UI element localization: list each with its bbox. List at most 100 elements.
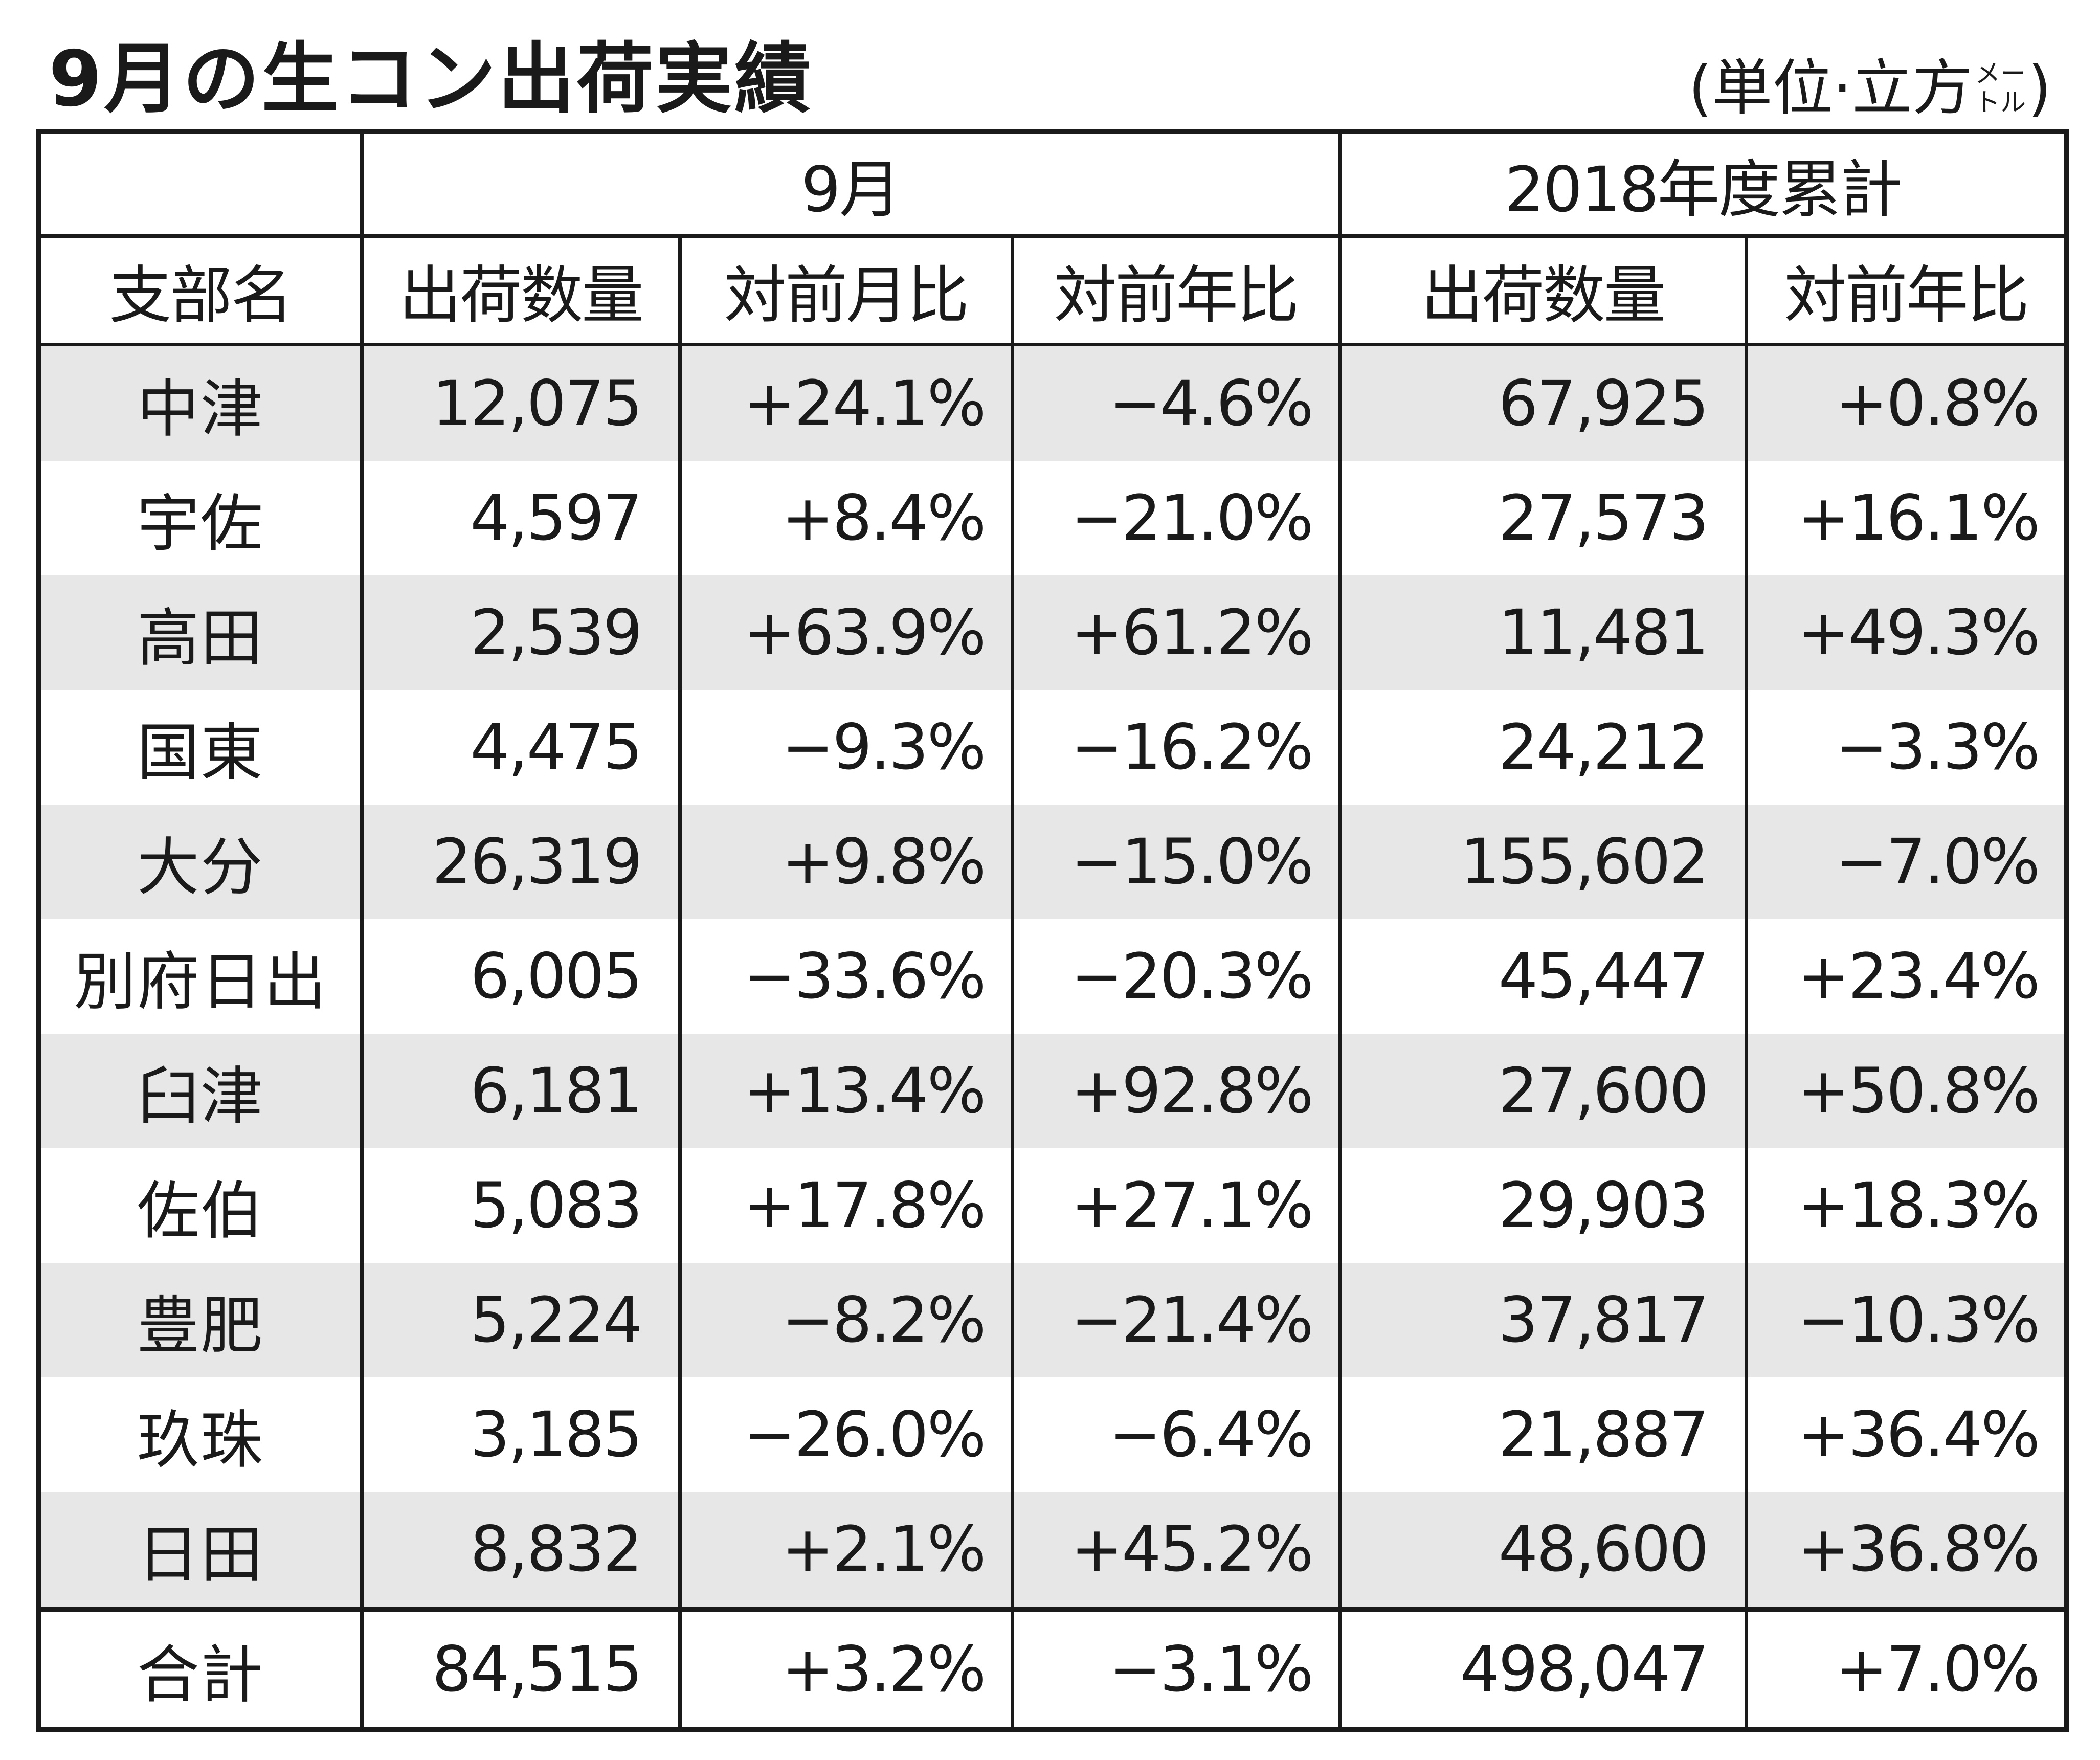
table-row: 日田 8,832 +2.1% +45.2% 48,600 +36.8% — [36, 1492, 2069, 1609]
unit-label-main: (単位·立方 — [1688, 52, 1973, 123]
total-cum-yoy: +7.0% — [1744, 1607, 2069, 1730]
cell-yoy: −21.4% — [1010, 1263, 1342, 1377]
table-row: 豊肥 5,224 −8.2% −21.4% 37,817 −10.3% — [36, 1263, 2069, 1377]
cell-mom: +2.1% — [678, 1492, 1014, 1609]
page-title: 9月の生コン出荷実績 — [49, 35, 813, 124]
cell-qty: 6,181 — [360, 1034, 682, 1148]
table-row: 高田 2,539 +63.9% +61.2% 11,481 +49.3% — [36, 575, 2069, 690]
cell-qty: 4,597 — [360, 461, 682, 575]
cell-branch: 大分 — [36, 805, 364, 919]
cell-branch: 豊肥 — [36, 1263, 364, 1377]
cell-cum-qty: 24,212 — [1337, 690, 1748, 805]
cell-qty: 12,075 — [360, 344, 682, 461]
cell-qty: 6,005 — [360, 919, 682, 1034]
unit-label-small-top: メー — [1974, 58, 2026, 88]
table-row: 中津 12,075 +24.1% −4.6% 67,925 +0.8% — [36, 344, 2069, 461]
cell-branch: 臼津 — [36, 1034, 364, 1148]
cell-mom: +63.9% — [678, 575, 1014, 690]
cell-cum-qty: 37,817 — [1337, 1263, 1748, 1377]
cell-branch: 中津 — [36, 344, 364, 461]
table-row: 佐伯 5,083 +17.8% +27.1% 29,903 +18.3% — [36, 1148, 2069, 1263]
cell-qty: 3,185 — [360, 1377, 682, 1492]
cell-mom: −26.0% — [678, 1377, 1014, 1492]
unit-label-small: メー トル — [1975, 59, 2026, 117]
total-mom: +3.2% — [678, 1607, 1014, 1730]
col-header-mom: 対前月比 — [678, 234, 1014, 346]
total-yoy: −3.1% — [1010, 1607, 1342, 1730]
cell-cum-yoy: +36.8% — [1744, 1492, 2069, 1609]
cell-branch: 高田 — [36, 575, 364, 690]
cell-mom: −33.6% — [678, 919, 1014, 1034]
corner-cell — [36, 129, 364, 238]
cell-cum-yoy: +18.3% — [1744, 1148, 2069, 1263]
unit-label-small-bottom: トル — [1974, 87, 2026, 117]
table-row: 臼津 6,181 +13.4% +92.8% 27,600 +50.8% — [36, 1034, 2069, 1148]
col-header-cum-yoy: 対前年比 — [1744, 234, 2069, 346]
cell-cum-yoy: −10.3% — [1744, 1263, 2069, 1377]
group-header-cumulative: 2018年度累計 — [1337, 129, 2069, 238]
table-row: 国東 4,475 −9.3% −16.2% 24,212 −3.3% — [36, 690, 2069, 805]
cell-yoy: +45.2% — [1010, 1492, 1342, 1609]
group-header-month: 9月 — [360, 129, 1342, 238]
table-row: 大分 26,319 +9.8% −15.0% 155,602 −7.0% — [36, 805, 2069, 919]
cell-cum-qty: 27,600 — [1337, 1034, 1748, 1148]
cell-qty: 8,832 — [360, 1492, 682, 1609]
cell-cum-qty: 67,925 — [1337, 344, 1748, 461]
table-body: 中津 12,075 +24.1% −4.6% 67,925 +0.8% 宇佐 4,597 +8.… — [36, 344, 2069, 1609]
cell-yoy: −15.0% — [1010, 805, 1342, 919]
cell-cum-qty: 11,481 — [1337, 575, 1748, 690]
cell-branch: 玖珠 — [36, 1377, 364, 1492]
cell-mom: +17.8% — [678, 1148, 1014, 1263]
cell-cum-yoy: +49.3% — [1744, 575, 2069, 690]
cell-branch: 国東 — [36, 690, 364, 805]
total-row: 合計 84,515 +3.2% −3.1% 498,047 +7.0% — [36, 1607, 2069, 1730]
total-cum-qty: 498,047 — [1337, 1607, 1748, 1730]
col-header-branch: 支部名 — [36, 234, 364, 346]
shipment-table: 9月 2018年度累計 支部名 出荷数量 対前月比 対前年比 出荷数量 対前年比… — [36, 129, 2070, 1732]
cell-cum-qty: 45,447 — [1337, 919, 1748, 1034]
total-qty: 84,515 — [360, 1607, 682, 1730]
table-row: 別府日出 6,005 −33.6% −20.3% 45,447 +23.4% — [36, 919, 2069, 1034]
cell-cum-yoy: +16.1% — [1744, 461, 2069, 575]
cell-branch: 別府日出 — [36, 919, 364, 1034]
cell-yoy: +61.2% — [1010, 575, 1342, 690]
cell-mom: −8.2% — [678, 1263, 1014, 1377]
cell-branch: 宇佐 — [36, 461, 364, 575]
unit-label: (単位·立方 メー トル) — [1688, 40, 2051, 131]
cell-yoy: −21.0% — [1010, 461, 1342, 575]
group-header-row: 9月 2018年度累計 — [36, 129, 2069, 238]
col-header-yoy: 対前年比 — [1010, 234, 1342, 346]
table-row: 宇佐 4,597 +8.4% −21.0% 27,573 +16.1% — [36, 461, 2069, 575]
cell-cum-yoy: −3.3% — [1744, 690, 2069, 805]
cell-yoy: +27.1% — [1010, 1148, 1342, 1263]
cell-cum-qty: 27,573 — [1337, 461, 1748, 575]
cell-cum-qty: 48,600 — [1337, 1492, 1748, 1609]
cell-cum-qty: 155,602 — [1337, 805, 1748, 919]
cell-cum-yoy: +23.4% — [1744, 919, 2069, 1034]
cell-qty: 5,083 — [360, 1148, 682, 1263]
cell-branch: 佐伯 — [36, 1148, 364, 1263]
cell-qty: 2,539 — [360, 575, 682, 690]
cell-yoy: −6.4% — [1010, 1377, 1342, 1492]
cell-mom: +24.1% — [678, 344, 1014, 461]
cell-yoy: −20.3% — [1010, 919, 1342, 1034]
cell-mom: +13.4% — [678, 1034, 1014, 1148]
cell-cum-yoy: +50.8% — [1744, 1034, 2069, 1148]
col-header-cum-qty: 出荷数量 — [1337, 234, 1748, 346]
cell-yoy: −4.6% — [1010, 344, 1342, 461]
cell-branch: 日田 — [36, 1492, 364, 1609]
table-row: 玖珠 3,185 −26.0% −6.4% 21,887 +36.4% — [36, 1377, 2069, 1492]
cell-qty: 4,475 — [360, 690, 682, 805]
cell-qty: 26,319 — [360, 805, 682, 919]
cell-yoy: +92.8% — [1010, 1034, 1342, 1148]
cell-cum-yoy: +0.8% — [1744, 344, 2069, 461]
cell-qty: 5,224 — [360, 1263, 682, 1377]
cell-mom: −9.3% — [678, 690, 1014, 805]
total-label: 合計 — [36, 1607, 364, 1730]
cell-cum-qty: 21,887 — [1337, 1377, 1748, 1492]
unit-label-close: ) — [2027, 52, 2051, 123]
col-header-qty: 出荷数量 — [360, 234, 682, 346]
cell-cum-yoy: +36.4% — [1744, 1377, 2069, 1492]
cell-cum-qty: 29,903 — [1337, 1148, 1748, 1263]
column-header-row: 支部名 出荷数量 対前月比 対前年比 出荷数量 対前年比 — [36, 234, 2069, 346]
